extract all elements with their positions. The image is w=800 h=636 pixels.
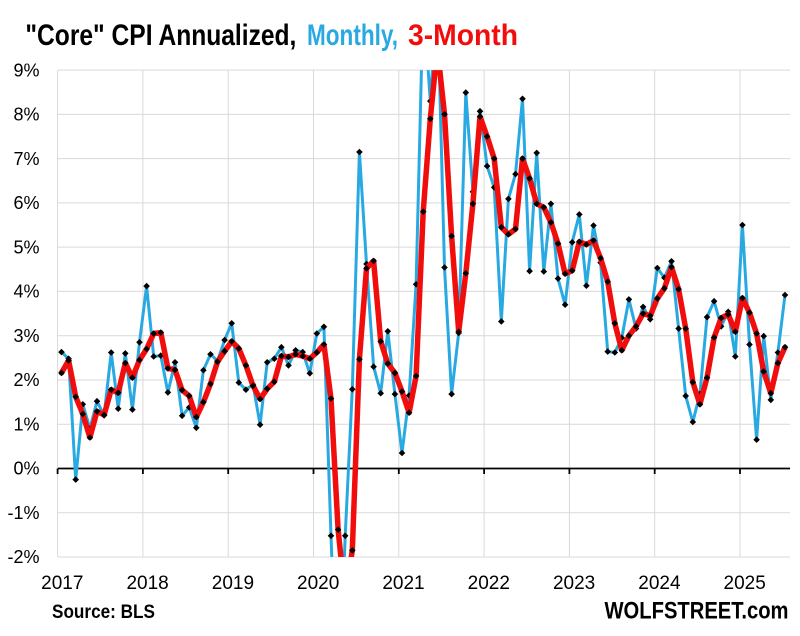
svg-text:8%: 8% [13,105,39,125]
svg-text:2018: 2018 [126,573,168,594]
svg-text:2019: 2019 [212,573,254,594]
svg-text:7%: 7% [13,149,39,169]
svg-text:3%: 3% [13,326,39,346]
svg-text:Monthly,: Monthly, [307,19,398,52]
svg-text:2022: 2022 [468,573,510,594]
svg-text:2%: 2% [13,370,39,390]
svg-text:"Core" CPI Annualized,: "Core" CPI Annualized, [25,19,296,52]
svg-text:1%: 1% [13,414,39,434]
svg-text:5%: 5% [13,237,39,257]
svg-text:2020: 2020 [297,573,339,594]
svg-text:WOLFSTREET.com: WOLFSTREET.com [605,598,789,625]
svg-text:2024: 2024 [638,573,681,594]
svg-text:0%: 0% [13,459,39,479]
svg-text:2017: 2017 [41,573,83,594]
svg-text:2025: 2025 [724,573,766,594]
svg-text:Source: BLS: Source: BLS [52,601,155,623]
svg-text:9%: 9% [13,60,39,80]
svg-text:6%: 6% [13,193,39,213]
svg-text:4%: 4% [13,282,39,302]
svg-text:-2%: -2% [7,547,39,567]
svg-text:-1%: -1% [7,503,39,523]
svg-text:3-Month: 3-Month [408,19,518,52]
svg-text:2021: 2021 [382,573,424,594]
svg-text:2023: 2023 [553,573,595,594]
